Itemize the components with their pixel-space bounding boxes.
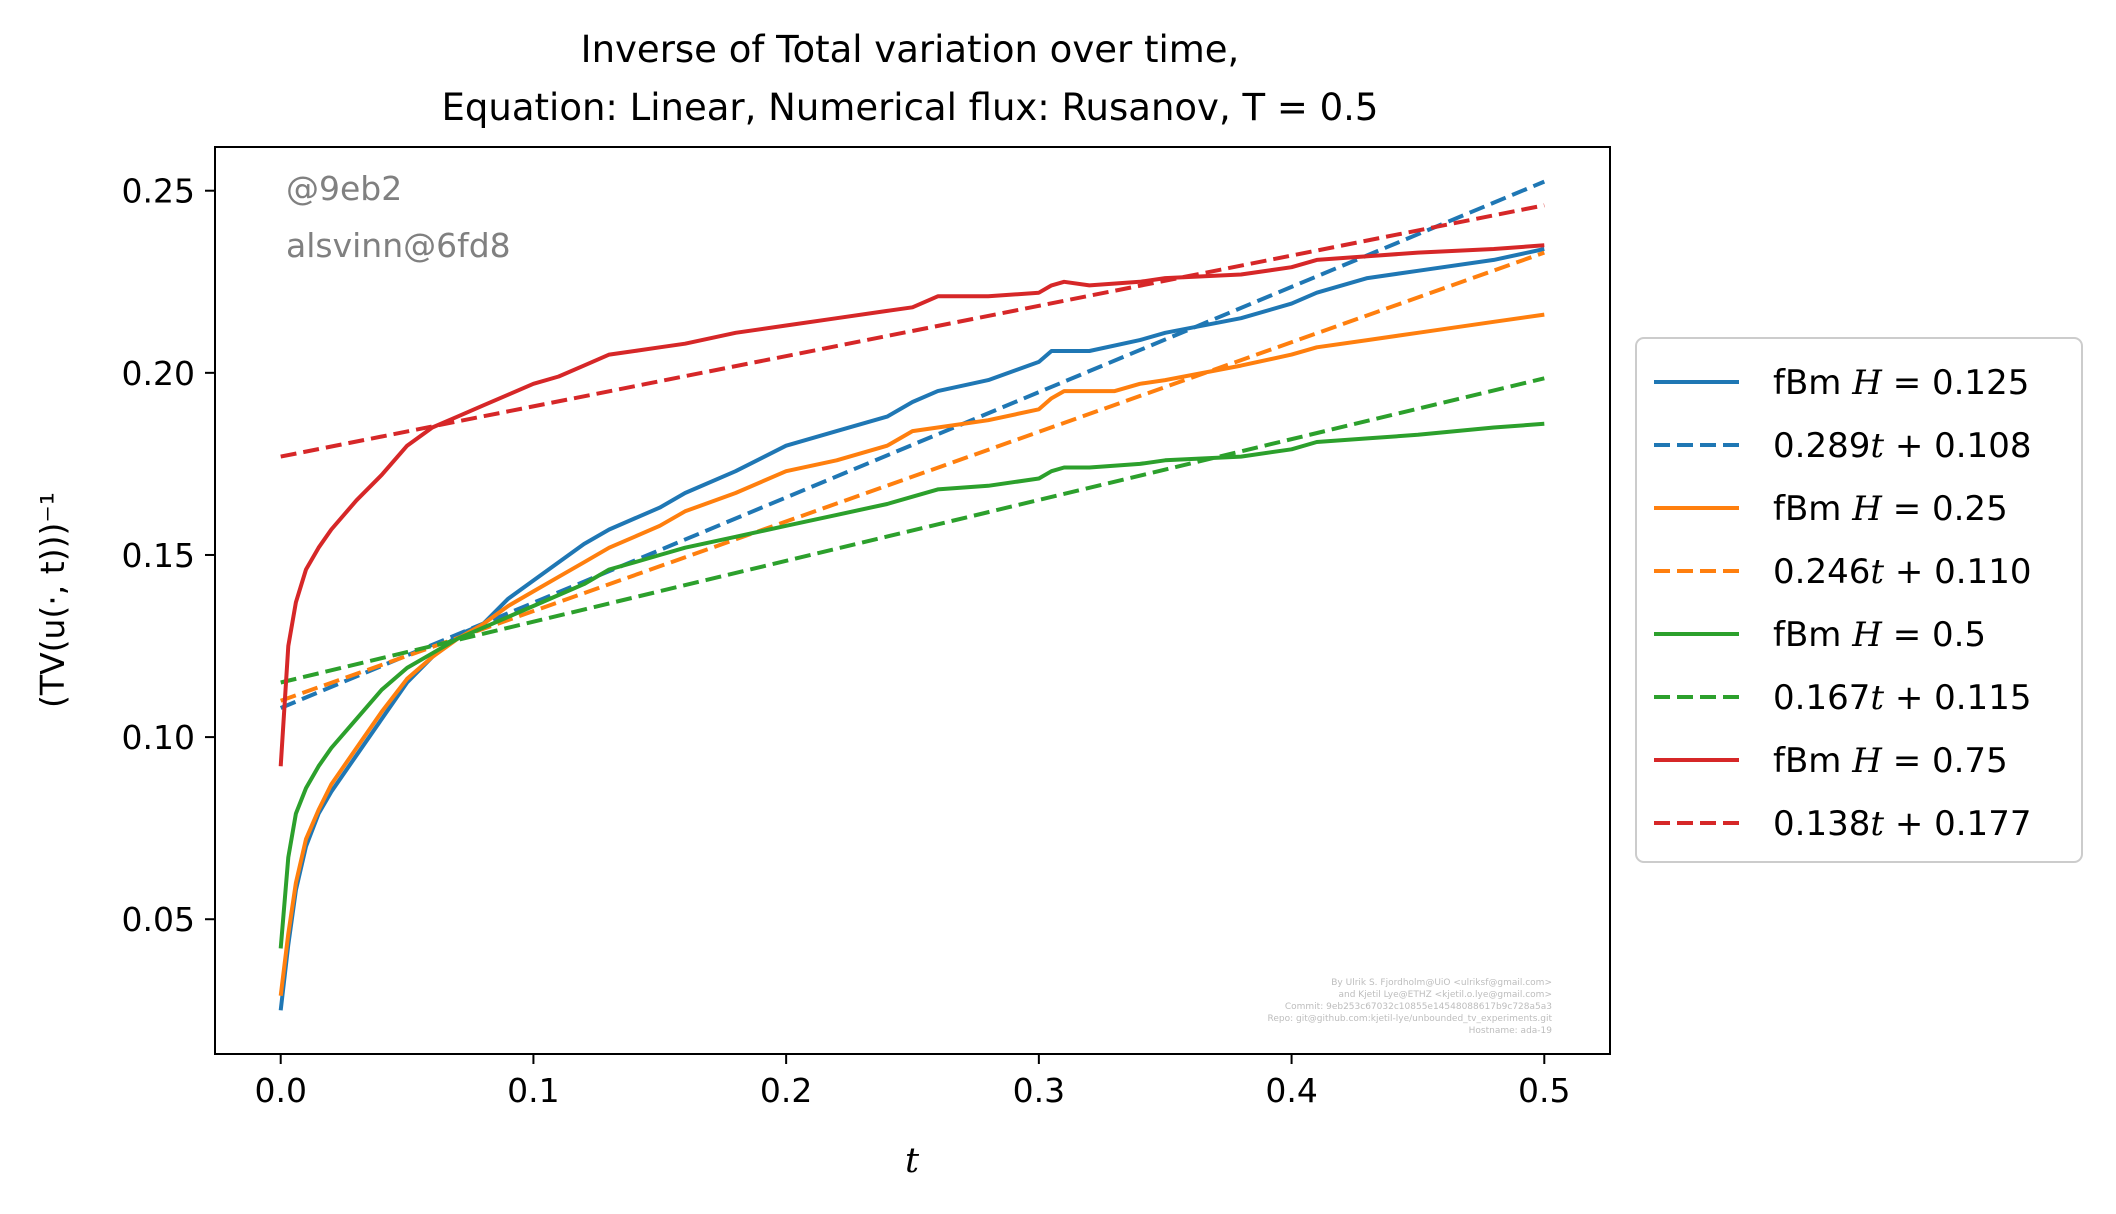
plot-frame	[214, 146, 1611, 1055]
chart-title: Inverse of Total variation over time,	[581, 28, 1240, 71]
y-tick-label: 0.20	[122, 354, 195, 393]
y-tick-label: 0.05	[122, 900, 195, 939]
watermark-alsvinn: alsvinn@6fd8	[286, 226, 511, 265]
legend-label: fBm H = 0.75	[1773, 741, 2008, 781]
chart-subtitle: Equation: Linear, Numerical flux: Rusano…	[442, 86, 1379, 129]
y-axis-label: (TV(u(·, t)))⁻¹	[33, 492, 72, 708]
fit-line-5	[280, 376, 1545, 685]
y-tick-label: 0.15	[122, 536, 195, 575]
legend: fBm H = 0.125 0.289t + 0.108 fBm H = 0.25 0…	[1654, 363, 2031, 844]
x-tick-label: 0.2	[760, 1071, 812, 1110]
legend-label: fBm H = 0.5	[1773, 615, 1986, 655]
legend-box	[1635, 337, 2083, 863]
credits-line: Repo: git@github.com:kjetil-lye/unbounde…	[1268, 1014, 1553, 1024]
y-tick-label: 0.10	[122, 718, 195, 757]
fit-line-7	[280, 203, 1545, 459]
series-line-6	[278, 243, 1545, 767]
credits-line: Commit: 9eb253c67032c10855e14548088617b9…	[1285, 1002, 1552, 1012]
legend-label: 0.246t + 0.110	[1773, 552, 2031, 592]
plot-series	[278, 179, 1546, 1011]
credits: By Ulrik S. Fjordholm@UiO <ulriksf@gmail…	[1268, 978, 1553, 1036]
x-tick-label: 0.4	[1265, 1071, 1317, 1110]
fit-line-3	[280, 250, 1545, 703]
x-axis-label: t	[905, 1141, 920, 1181]
series-line-4	[278, 421, 1545, 949]
legend-label: 0.289t + 0.108	[1773, 426, 2031, 466]
x-tick-label: 0.3	[1013, 1071, 1065, 1110]
y-tick-label: 0.25	[122, 172, 195, 211]
fit-line-1	[279, 179, 1546, 710]
legend-label: 0.167t + 0.115	[1773, 678, 2031, 718]
x-axis: 0.0 0.1 0.2 0.3 0.4 0.5	[254, 1054, 1571, 1110]
credits-line: By Ulrik S. Fjordholm@UiO <ulriksf@gmail…	[1331, 978, 1552, 988]
legend-label: 0.138t + 0.177	[1773, 804, 2031, 844]
x-tick-label: 0.0	[254, 1071, 306, 1110]
credits-line: Hostname: ada-19	[1469, 1026, 1553, 1036]
x-tick-label: 0.5	[1518, 1071, 1570, 1110]
series-line-2	[278, 312, 1545, 996]
watermark-hash: @9eb2	[286, 169, 402, 208]
y-axis: 0.05 0.10 0.15 0.20 0.25	[122, 172, 215, 939]
credits-line: and Kjetil Lye@ETHZ <kjetil.o.lye@gmail.…	[1338, 990, 1552, 1000]
x-tick-label: 0.1	[507, 1071, 559, 1110]
legend-label: fBm H = 0.25	[1773, 489, 2008, 529]
legend-label: fBm H = 0.125	[1773, 363, 2029, 403]
